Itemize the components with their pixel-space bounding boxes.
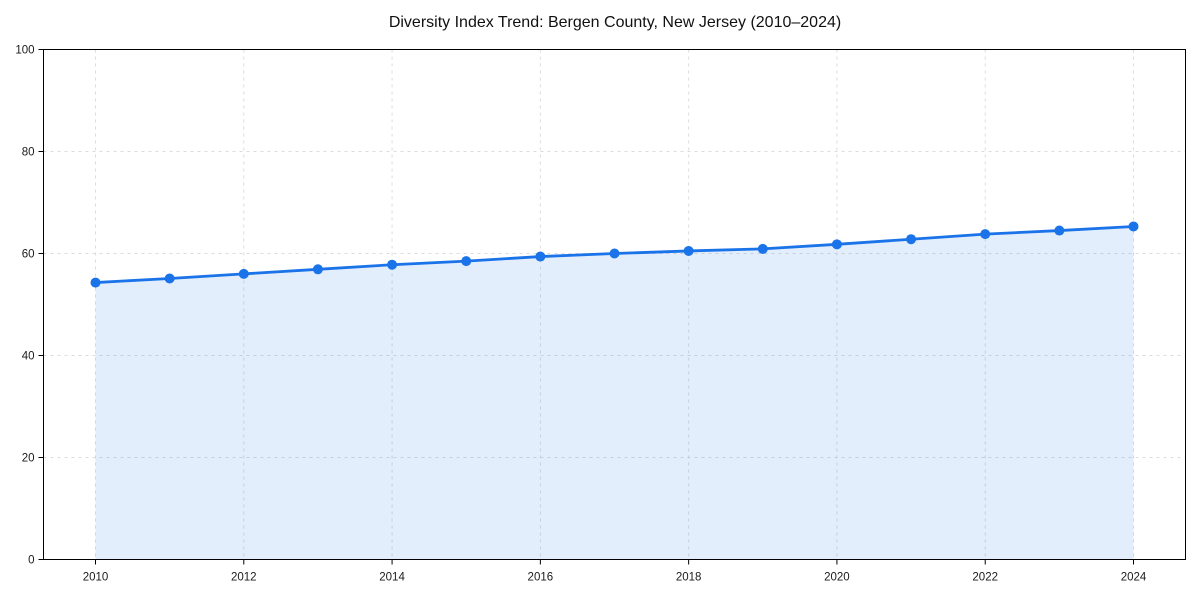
chart-title: Diversity Index Trend: Bergen County, Ne… <box>388 14 842 31</box>
x-tick-label: 2010 <box>83 572 109 584</box>
x-tick-label: 2022 <box>972 572 998 584</box>
x-tick-label: 2014 <box>379 572 405 584</box>
x-tick-label: 2012 <box>231 572 257 584</box>
data-point-2018 <box>683 245 694 256</box>
y-tick-label: 60 <box>22 249 35 261</box>
x-tick-label: 2024 <box>1121 572 1147 584</box>
data-points <box>90 221 1139 288</box>
data-point-2017 <box>609 248 620 259</box>
data-point-2011 <box>164 273 175 284</box>
y-tick-label: 20 <box>22 453 35 465</box>
y-tick-label: 0 <box>28 555 34 567</box>
data-point-2019 <box>757 243 768 254</box>
x-tick-label: 2018 <box>676 572 702 584</box>
y-tick-label: 100 <box>15 45 34 57</box>
data-point-2024 <box>1128 221 1139 232</box>
x-tick-label: 2016 <box>528 572 554 584</box>
area-fill <box>95 226 1134 560</box>
data-point-2013 <box>312 264 323 275</box>
axis-ticks <box>38 49 1134 565</box>
data-point-2016 <box>535 251 546 262</box>
y-tick-label: 40 <box>22 351 35 363</box>
data-point-2014 <box>387 259 398 270</box>
data-point-2023 <box>1054 225 1065 236</box>
data-point-2012 <box>238 268 249 279</box>
data-point-2015 <box>461 256 472 267</box>
data-point-2020 <box>831 239 842 250</box>
data-point-2010 <box>90 277 101 288</box>
x-tick-label: 2020 <box>824 572 850 584</box>
plot-border <box>43 49 1186 560</box>
axis-tick-labels: 0 20 40 60 80 100 2010 2012 2014 2016 2018 2020 2022… <box>15 45 1147 584</box>
data-point-2022 <box>980 229 991 240</box>
y-tick-label: 80 <box>22 147 35 159</box>
data-point-2021 <box>906 234 917 245</box>
